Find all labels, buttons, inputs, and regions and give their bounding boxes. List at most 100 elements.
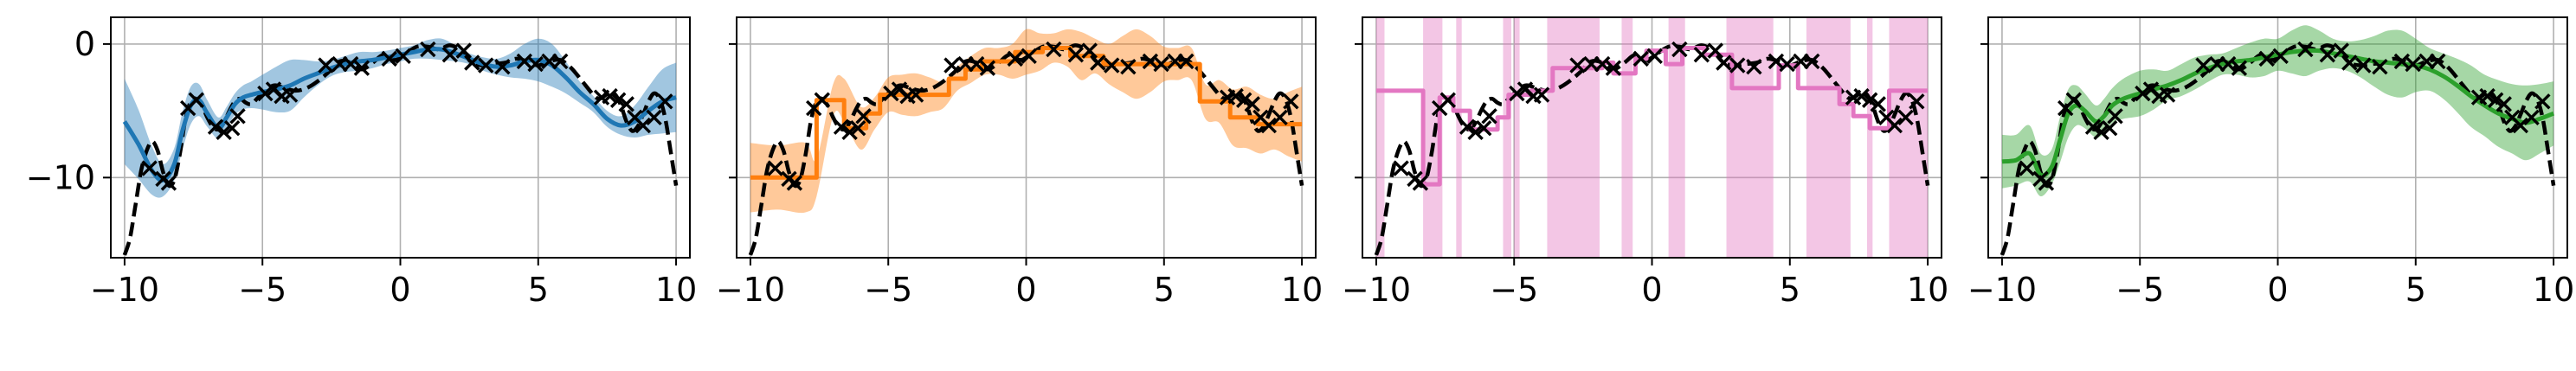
x-tick-label: 0: [390, 271, 410, 309]
x-tick-label: −5: [238, 271, 287, 309]
observation-marker: [2341, 54, 2358, 71]
uncertainty-band: [1726, 17, 1774, 258]
observation-marker: [160, 175, 177, 191]
observation-marker: [1067, 47, 1085, 63]
observation-marker: [2219, 55, 2237, 73]
uncertainty-band: [124, 38, 677, 198]
observation-marker: [1007, 50, 1023, 67]
observation-marker: [1104, 57, 1120, 74]
x-tick-label: −5: [864, 271, 912, 309]
observation-marker: [979, 60, 996, 76]
observation-marker: [767, 160, 783, 176]
observation-marker: [1046, 41, 1062, 58]
prediction-line: [122, 47, 677, 183]
observation-marker: [141, 160, 158, 176]
observation-marker: [1693, 47, 1710, 63]
x-tick-label: 10: [1281, 271, 1323, 309]
observation-marker: [1120, 58, 1137, 75]
observation-marker: [618, 96, 634, 112]
x-tick-label: −10: [1342, 271, 1411, 309]
observation-marker: [1244, 96, 1260, 112]
observation-marker: [2101, 119, 2118, 137]
observation-marker: [1909, 93, 1925, 110]
uncertainty-band: [1806, 17, 1851, 258]
observation-marker: [395, 48, 411, 64]
observation-marker: [1897, 109, 1914, 126]
x-tick-label: −10: [1967, 271, 2037, 309]
observation-marker: [786, 175, 803, 191]
observation-marker: [646, 109, 662, 126]
observation-marker: [2523, 109, 2540, 126]
observation-marker: [223, 119, 241, 137]
x-tick-label: −10: [716, 271, 785, 309]
observation-marker: [1412, 175, 1429, 191]
observation-marker: [2534, 93, 2551, 110]
observation-marker: [2038, 175, 2055, 191]
x-tick-label: 0: [1015, 271, 1036, 309]
observation-marker: [2372, 58, 2388, 75]
panel-1: −10 −5 0 5 10 0 −10: [26, 16, 697, 309]
observation-marker: [2479, 87, 2496, 105]
observation-marker: [609, 92, 627, 108]
x-tick-label: 5: [1780, 271, 1800, 309]
uncertainty-band: [1547, 17, 1600, 258]
uncertainty-band: [1889, 17, 1929, 258]
uncertainty-band: [1503, 17, 1512, 258]
observation-marker: [527, 55, 544, 73]
observation-marker: [968, 55, 985, 73]
observation-marker: [441, 47, 459, 63]
x-tick-label: 10: [655, 271, 697, 309]
observation-marker: [229, 108, 246, 125]
prediction-line: [750, 46, 1303, 180]
observation-marker: [814, 92, 830, 108]
observation-marker: [855, 108, 872, 125]
observation-marker: [2333, 42, 2349, 59]
plot-area: [1374, 17, 1930, 258]
observation-marker: [2258, 50, 2275, 67]
x-tick-label: −5: [2116, 271, 2164, 309]
uncertainty-band: [1514, 17, 1520, 258]
observation-marker: [1467, 124, 1484, 141]
observation-marker: [1594, 55, 1611, 73]
observation-marker: [1509, 85, 1525, 102]
observation-marker: [2135, 85, 2151, 102]
panel-3: −10 −5 0 5 10: [1342, 16, 1948, 309]
uncertainty-band: [1668, 17, 1685, 258]
observation-marker: [1439, 92, 1456, 108]
plot-area: [2000, 25, 2556, 256]
observation-marker: [281, 86, 299, 103]
observation-marker: [1283, 93, 1299, 110]
observation-marker: [1459, 118, 1476, 135]
observation-marker: [478, 57, 494, 74]
observation-marker: [464, 54, 480, 71]
observation-marker: [833, 118, 850, 135]
uncertainty-band: [750, 29, 1303, 214]
observation-marker: [1533, 86, 1550, 103]
observation-marker: [1716, 54, 1732, 71]
y-tick-label: −10: [26, 158, 95, 196]
observation-marker: [657, 93, 673, 110]
observation-marker: [342, 55, 359, 73]
observation-marker: [1178, 53, 1195, 70]
observation-marker: [2355, 57, 2372, 74]
observation-marker: [1605, 60, 1622, 76]
observation-marker: [2019, 160, 2035, 176]
uncertainty-band: [1456, 17, 1462, 258]
observation-marker: [2195, 57, 2212, 74]
observation-marker: [1393, 160, 1409, 176]
observation-marker: [1021, 48, 1037, 64]
observation-marker: [2512, 117, 2529, 134]
observation-marker: [1671, 41, 1688, 58]
x-tick-label: 0: [1641, 271, 1662, 309]
observation-marker: [455, 42, 472, 59]
observation-marker: [2496, 96, 2512, 112]
observation-marker: [1861, 92, 1878, 108]
observation-marker: [257, 85, 274, 102]
observation-marker: [1475, 119, 1492, 137]
observation-marker: [1272, 109, 1288, 126]
observation-marker: [188, 92, 204, 108]
observation-marker: [634, 117, 652, 134]
observation-marker: [2093, 124, 2109, 141]
observation-marker: [1090, 54, 1106, 71]
